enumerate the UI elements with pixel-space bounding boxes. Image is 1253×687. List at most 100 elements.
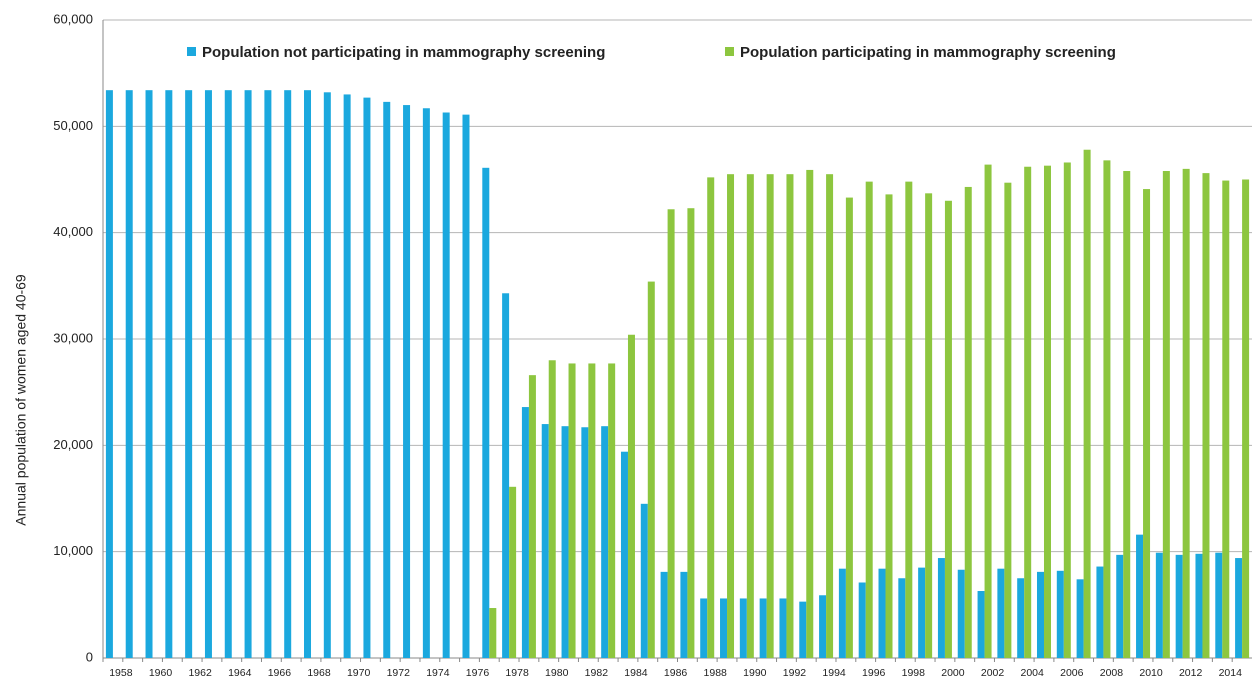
bar [1235,558,1243,658]
bar [687,208,695,658]
bar [502,293,510,658]
x-tick-label: 1958 [109,667,133,679]
legend-swatch [187,47,196,56]
bar [766,174,774,658]
x-tick-label: 1978 [505,667,529,679]
x-tick-label: 1988 [704,667,728,679]
bar [568,363,576,658]
bar [964,186,972,658]
bar [620,451,628,658]
bar [1143,189,1151,658]
x-tick-label: 1996 [862,667,886,679]
bar [482,167,490,658]
x-tick-label: 1970 [347,667,371,679]
bar [667,209,675,659]
bar [845,197,853,658]
bar [1017,578,1025,658]
bar [647,281,655,658]
bar [977,591,985,658]
bar [957,569,965,658]
bar [304,90,312,659]
bar [905,181,913,659]
y-tick-label: 20,000 [53,437,93,452]
bar [819,595,827,658]
bar [1123,170,1131,658]
bar [739,598,747,658]
x-tick-label: 2010 [1139,667,1163,679]
bar [601,426,609,658]
bar [204,90,212,659]
x-tick-label: 1968 [307,667,331,679]
bar [1063,162,1071,658]
x-tick-label: 1966 [268,667,292,679]
bar [1103,160,1111,659]
bar [727,174,735,658]
bar [1043,165,1051,658]
bar [1136,534,1144,658]
x-tick-label: 1962 [188,667,212,679]
bar [1036,571,1044,658]
bar [700,598,708,658]
bar [1004,182,1012,658]
x-tick-label: 2000 [941,667,965,679]
bar [125,90,133,659]
bar [937,558,945,658]
bar [1056,570,1064,658]
bar [185,90,193,659]
x-tick-label: 1972 [387,667,411,679]
x-tick-label: 2004 [1021,667,1045,679]
x-tick-label: 1992 [783,667,807,679]
bar [548,360,556,658]
bar [1202,173,1210,658]
bar [720,598,728,658]
bar [627,334,635,658]
bar [1222,180,1230,658]
y-tick-label: 40,000 [53,224,93,239]
bar [885,194,893,659]
bar [878,568,886,658]
bar [528,375,536,658]
bar [898,578,906,658]
bar [746,174,754,658]
x-tick-label: 1998 [902,667,926,679]
bar [925,193,933,658]
bar [422,108,430,659]
bar [640,503,648,658]
bar [918,567,926,658]
bar [521,407,529,658]
bar [403,105,411,659]
bar [165,90,173,659]
bar [1175,554,1183,658]
bar [1182,168,1190,658]
bar [105,90,113,659]
bar [244,90,252,659]
x-tick-label: 1980 [545,667,569,679]
bar [462,114,470,659]
bar [1024,166,1032,659]
bar [984,164,992,658]
bar [489,608,497,658]
bar [509,486,517,658]
bar [1242,179,1250,658]
bar [442,112,450,658]
x-tick-label: 2014 [1219,667,1243,679]
bar [806,169,814,658]
bar [759,598,767,658]
bar [1215,552,1223,658]
x-tick-label: 1994 [822,667,846,679]
bar [581,427,589,658]
bar [541,424,549,658]
x-tick-label: 2002 [981,667,1005,679]
x-tick-label: 2008 [1100,667,1124,679]
bar [680,571,688,658]
y-tick-label: 60,000 [53,11,93,26]
bar [1096,566,1104,658]
bar [608,363,616,658]
x-tick-label: 1982 [585,667,609,679]
bar [997,568,1005,658]
x-tick-label: 1984 [624,667,648,679]
legend-swatch [725,47,734,56]
bar [799,601,807,658]
bar [660,571,668,658]
